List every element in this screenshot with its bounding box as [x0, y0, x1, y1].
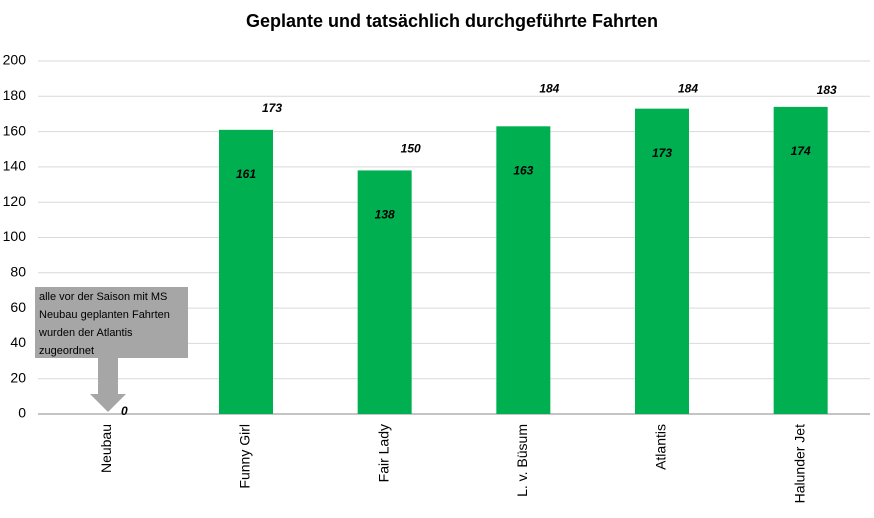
value-label: 161 — [236, 167, 256, 181]
value-label: 0 — [121, 404, 128, 418]
annotation-text: wurden der Atlantis — [38, 327, 133, 339]
y-tick-label: 80 — [10, 264, 26, 280]
value-label: 163 — [513, 163, 533, 177]
y-tick-label: 200 — [3, 52, 27, 68]
x-tick-label: Funny Girl — [237, 424, 253, 489]
value-label: 174 — [791, 144, 811, 158]
bar — [773, 106, 828, 414]
annotation-text: zugeordnet — [39, 345, 94, 357]
plot-area: 0 20 40 60 80 100 120 140 160 180 200 Neubau 0 Funny … — [3, 52, 870, 503]
annotation-text: Neubau geplanten Fahrten — [39, 309, 170, 321]
y-tick-label: 60 — [10, 299, 26, 315]
y-tick-label: 100 — [3, 228, 27, 244]
y-tick-label: 0 — [18, 405, 26, 421]
x-tick-label: Atlantis — [653, 424, 669, 470]
y-tick-label: 160 — [3, 122, 27, 138]
x-tick-label: Neubau — [98, 424, 114, 473]
bar — [635, 108, 689, 414]
value-label: 138 — [375, 208, 395, 222]
y-tick-label: 40 — [10, 334, 26, 350]
x-tick-label: Halunder Jet — [791, 424, 807, 503]
y-tick-label: 140 — [3, 158, 27, 174]
x-tick-label: Fair Lady — [375, 424, 391, 482]
planned-label: 184 — [539, 81, 559, 95]
planned-label: 150 — [401, 141, 421, 155]
x-tick-label: L. v. Büsum — [514, 424, 530, 497]
y-tick-label: 120 — [3, 193, 27, 209]
chart-title: Geplante und tatsächlich durchgeführte F… — [246, 11, 658, 31]
y-tick-label: 180 — [3, 87, 27, 103]
annotation-arrow — [90, 358, 126, 412]
annotation-text: alle vor der Saison mit MS — [39, 291, 167, 303]
bar — [496, 126, 551, 415]
bar — [219, 129, 273, 414]
annotation-box — [35, 287, 188, 358]
planned-label: 173 — [262, 101, 282, 115]
y-tick-label: 20 — [10, 369, 26, 385]
value-label: 173 — [652, 146, 672, 160]
bar — [357, 170, 412, 414]
planned-label: 184 — [678, 81, 698, 95]
annotation: alle vor der Saison mit MS Neubau geplan… — [35, 287, 188, 412]
planned-label: 183 — [817, 83, 837, 97]
